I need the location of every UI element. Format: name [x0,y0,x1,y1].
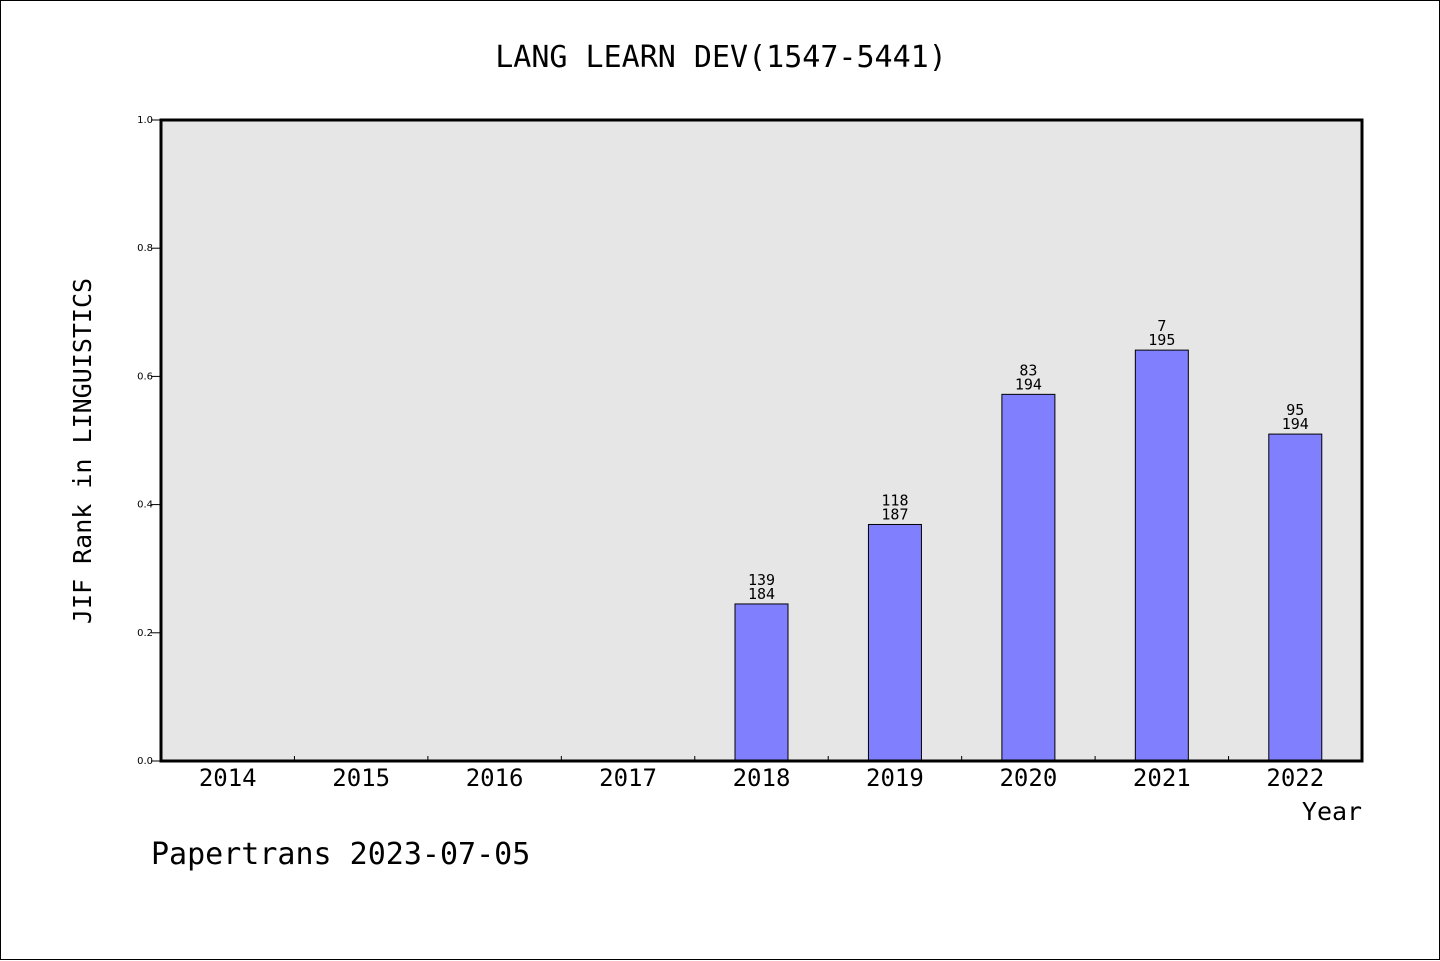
bar-label-total: 184 [748,585,775,603]
bar-2020 [1001,393,1056,762]
bar-label-total: 194 [1015,375,1042,393]
x-axis-ticks: 2014 2015 2016 2017 2018 2019 2020 2021 2022 [199,756,1324,792]
y-axis-label: JIF Rank in LINGUISTICS [68,278,97,624]
y-tick-label: 0.6 [137,371,153,382]
bar-label-total: 195 [1148,331,1175,349]
bar-label-total: 194 [1282,415,1309,433]
y-tick-label: 0.0 [137,756,153,767]
y-tick-label: 0.2 [137,628,153,639]
bar-2019 [867,523,922,762]
bar-label-rank: 118 [881,491,908,509]
bar-2018 [734,603,789,762]
x-tick-label: 2022 [1266,764,1324,792]
bars-layer [734,349,1323,762]
bar-label-total: 187 [881,505,908,523]
y-tick-label: 0.4 [137,500,153,511]
x-tick-label: 2021 [1133,764,1191,792]
x-axis-label: Year [1302,797,1362,826]
footer-text: Papertrans 2023-07-05 [151,837,530,872]
bar-label-rank: 139 [748,571,775,589]
x-tick-label: 2014 [199,764,257,792]
y-axis-ticks: 0.0 0.2 0.4 0.6 0.8 1.0 [137,115,161,767]
y-tick-label: 0.8 [137,243,153,254]
plot-frame [159,118,1364,763]
x-tick-label: 2016 [466,764,524,792]
x-tick-label: 2020 [999,764,1057,792]
bar-label-rank: 95 [1286,401,1304,419]
bar-label-rank: 7 [1157,317,1166,335]
x-tick-label: 2015 [332,764,390,792]
y-tick-label: 1.0 [137,115,153,126]
x-tick-label: 2017 [599,764,657,792]
x-tick-label: 2018 [733,764,791,792]
bar-2021 [1134,349,1189,762]
bar-label-rank: 83 [1019,361,1037,379]
chart-title: LANG LEARN DEV(1547-5441) [495,40,947,75]
x-tick-label: 2019 [866,764,924,792]
bar-2022 [1268,433,1323,762]
